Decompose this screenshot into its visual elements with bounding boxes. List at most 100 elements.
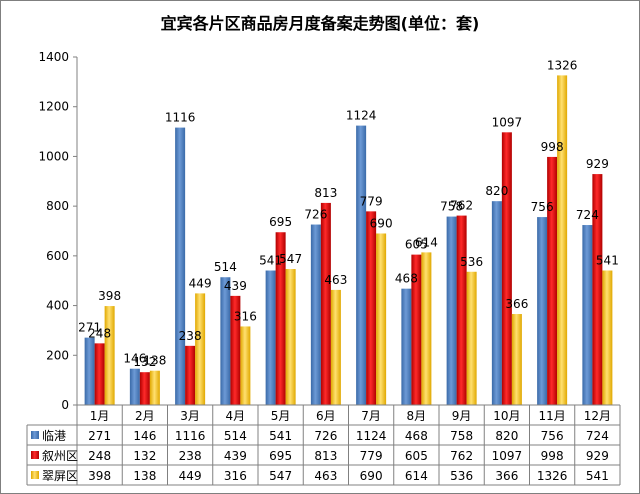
table-cell-value: 1326 [537,469,568,483]
x-tick-label: 7月 [361,409,381,423]
data-label: 536 [460,255,483,269]
table-cell-value: 813 [314,449,337,463]
table-cell-value: 316 [224,469,247,483]
data-label: 439 [224,279,247,293]
data-label: 366 [505,297,528,311]
data-label: 468 [395,272,418,286]
bar [175,127,186,405]
bar [537,217,548,405]
bar [94,343,105,405]
data-label: 1097 [492,115,523,129]
data-label: 605 [405,238,428,252]
data-label: 463 [324,273,347,287]
x-tick-label: 2月 [135,409,155,423]
table-cell-value: 138 [133,469,156,483]
data-label: 541 [596,254,619,268]
data-label: 779 [360,194,383,208]
table-cell-value: 779 [360,449,383,463]
x-tick-label: 8月 [407,409,427,423]
bar [285,269,296,405]
x-tick-label: 5月 [271,409,291,423]
bar [511,314,522,405]
data-label: 547 [279,252,302,266]
table-cell-value: 463 [314,469,337,483]
bar [411,254,422,405]
data-label: 758 [440,200,463,214]
y-tick-label: 800 [46,199,69,213]
table-cell-value: 1116 [175,429,206,443]
y-tick-label: 1200 [38,100,69,114]
data-label: 541 [259,254,282,268]
legend-label: 翠屏区 [42,469,78,483]
legend-key [31,431,39,439]
data-label: 820 [485,184,508,198]
data-label: 1116 [165,111,196,125]
table-cell-value: 758 [450,429,473,443]
y-tick-label: 200 [46,348,69,362]
y-tick-label: 400 [46,299,69,313]
data-label: 726 [304,208,327,222]
table-cell-value: 468 [405,429,428,443]
data-label: 514 [214,260,237,274]
table-cell-value: 547 [269,469,292,483]
x-tick-label: 9月 [452,409,472,423]
legend-key [31,471,39,479]
bar [602,270,613,405]
data-label: 998 [541,140,564,154]
bar [330,289,341,405]
data-label: 132 [133,355,156,369]
table-cell-value: 756 [541,429,564,443]
data-label: 248 [88,326,111,340]
bar [275,232,286,405]
data-label: 724 [576,208,599,222]
chart-title: 宜宾各片区商品房月度备案走势图(单位：套) [160,14,480,33]
table-cell-value: 541 [586,469,609,483]
bar [240,326,251,405]
table-cell-value: 1097 [492,449,523,463]
bar [557,75,568,405]
table-cell-value: 248 [88,449,111,463]
legend-label: 临港 [42,429,66,443]
table-cell-value: 132 [133,449,156,463]
x-tick-label: 12月 [584,409,611,423]
legend-label: 叙州区 [42,449,78,463]
table-cell-value: 605 [405,449,428,463]
table-cell-value: 726 [314,429,337,443]
bar [401,288,412,405]
table-cell-value: 439 [224,449,247,463]
bar [466,271,477,405]
data-label: 449 [189,276,212,290]
table-cell-value: 929 [586,449,609,463]
bar [592,174,603,405]
data-label: 614 [415,235,438,249]
data-label: 762 [450,199,473,213]
table-cell-value: 690 [360,469,383,483]
bar [356,125,367,405]
data-label: 316 [234,309,257,323]
table-cell-value: 536 [450,469,473,483]
bar [220,277,231,405]
y-tick-label: 1400 [38,50,69,64]
bar [265,270,276,405]
y-tick-label: 1000 [38,149,69,163]
legend-key [31,451,39,459]
table-cell-value: 820 [495,429,518,443]
bar [446,216,457,405]
x-tick-label: 1月 [90,409,110,423]
bar [195,293,206,405]
bar [376,233,387,405]
data-label: 1326 [547,58,578,72]
table-cell-value: 724 [586,429,609,443]
bar [547,156,558,405]
x-tick-label: 3月 [180,409,200,423]
data-label: 1124 [346,109,377,123]
data-label: 146 [123,352,146,366]
data-label: 756 [531,200,554,214]
table-cell-value: 398 [88,469,111,483]
x-tick-label: 11月 [538,409,565,423]
table-cell-value: 998 [541,449,564,463]
bar [230,295,241,405]
bar [582,225,593,405]
data-label: 138 [143,354,166,368]
bar [366,211,377,405]
